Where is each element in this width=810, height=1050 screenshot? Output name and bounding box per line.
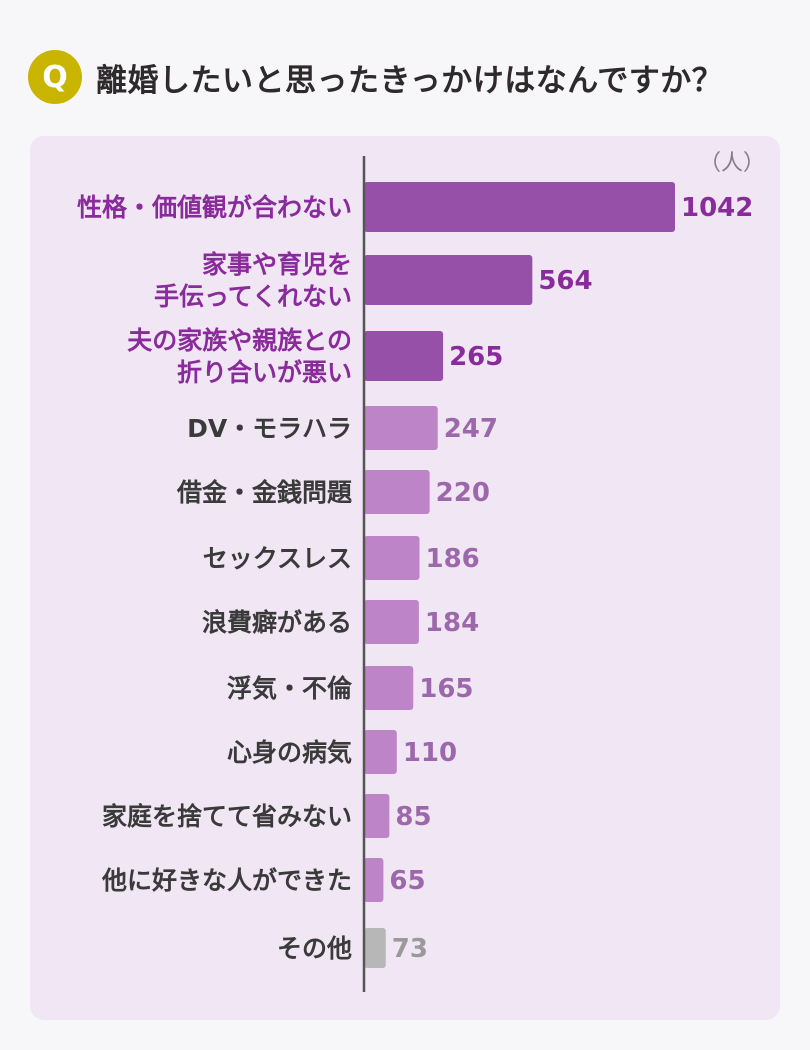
category-label: セックスレス <box>203 544 352 573</box>
bar <box>364 600 419 644</box>
question-header: Q 離婚したいと思ったきっかけはなんですか？ <box>28 42 790 112</box>
unit-label: （人） <box>699 151 765 176</box>
bar-value-label: 165 <box>419 674 473 704</box>
q-badge-icon: Q <box>28 50 82 104</box>
bar-value-label: 65 <box>389 866 425 896</box>
question-title: 離婚したいと思ったきっかけはなんですか？ <box>96 62 724 99</box>
bar <box>364 928 386 968</box>
bar <box>364 470 430 514</box>
category-label: 夫の家族や親族との <box>127 326 352 355</box>
category-label: 家庭を捨てて省みない <box>102 802 352 831</box>
category-label: DV・モラハラ <box>187 414 352 443</box>
category-label: 他に好きな人ができた <box>101 866 352 895</box>
bar <box>364 255 533 305</box>
bar <box>364 730 397 774</box>
category-label: 手伝ってくれない <box>154 282 352 311</box>
bar-value-label: 1042 <box>681 193 753 223</box>
category-label: 心身の病気 <box>227 738 352 767</box>
bar-value-label: 265 <box>449 342 503 372</box>
bar <box>364 331 444 381</box>
bar-value-label: 85 <box>395 802 431 832</box>
category-label: 借金・金銭問題 <box>176 478 353 507</box>
bar <box>364 666 414 710</box>
bar-value-label: 73 <box>392 934 428 964</box>
category-label: 折り合いが悪い <box>177 358 352 387</box>
bar <box>364 536 420 580</box>
bar <box>364 794 390 838</box>
category-label: その他 <box>277 934 352 963</box>
bar-value-label: 220 <box>436 478 490 508</box>
bar <box>364 858 384 902</box>
category-label: 浪費癖がある <box>202 608 352 637</box>
bar-value-label: 110 <box>403 738 457 768</box>
bar-value-label: 186 <box>426 544 480 574</box>
bar <box>364 406 438 450</box>
category-label: 性格・価値観が合わない <box>77 193 352 222</box>
bar-value-label: 184 <box>425 608 479 638</box>
bar-value-label: 564 <box>538 266 592 296</box>
bar-value-label: 247 <box>444 414 498 444</box>
category-label: 家事や育児を <box>202 250 352 279</box>
bar <box>364 182 675 232</box>
category-label: 浮気・不倫 <box>227 674 353 703</box>
